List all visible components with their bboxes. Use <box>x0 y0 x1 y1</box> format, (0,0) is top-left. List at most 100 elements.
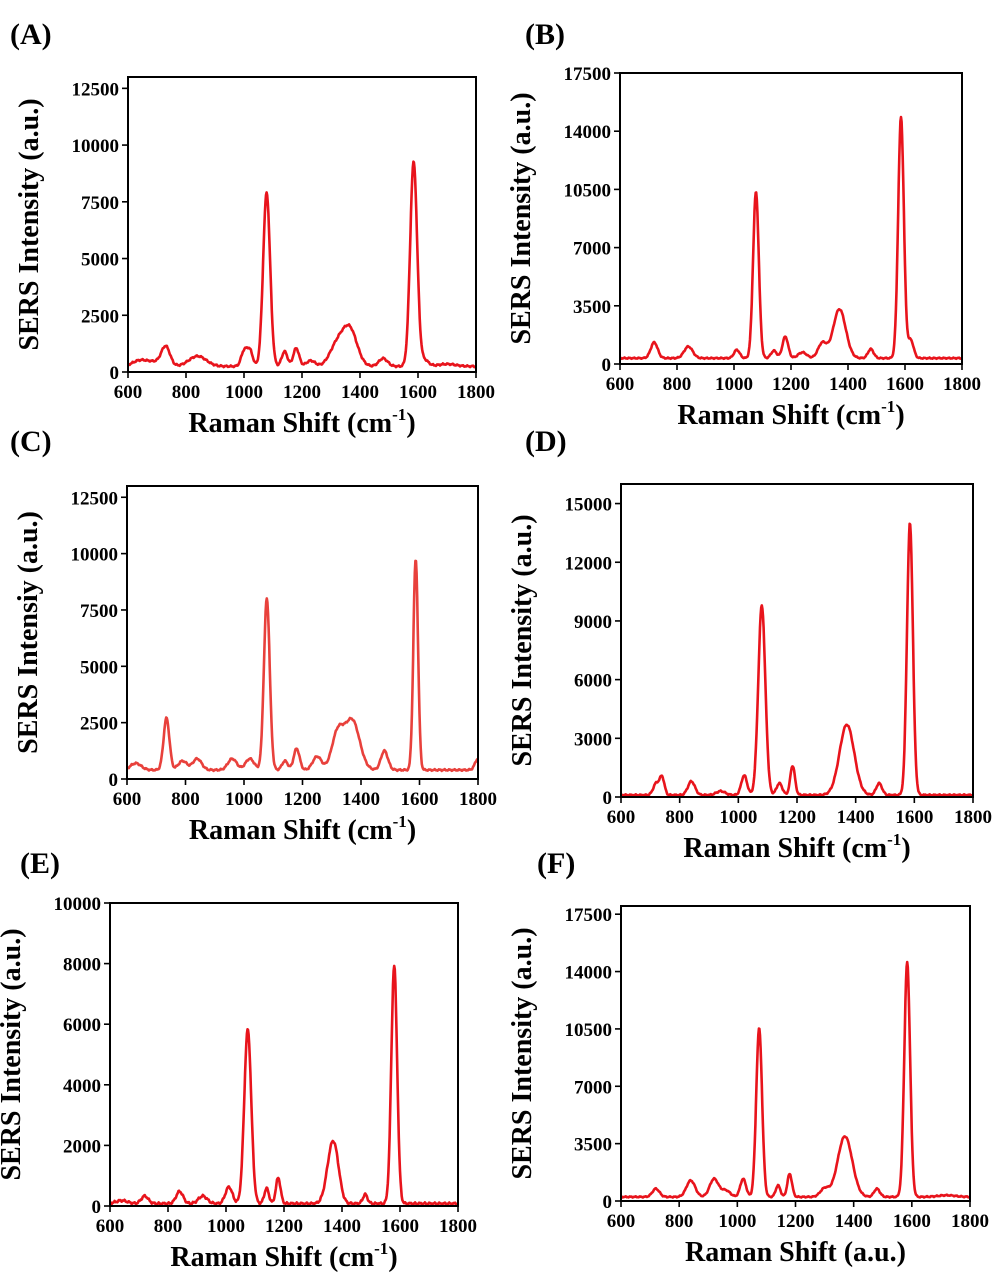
spectrum-line <box>127 160 477 369</box>
x-tick-label: 1400 <box>341 382 379 403</box>
chart-panel-3: (C) 600 800 1000 1200 1400 1600 1800 0 2500 5000 75… <box>10 425 497 846</box>
y-tick-label: 14000 <box>565 963 613 984</box>
plot-frame <box>619 72 963 365</box>
x-tick-label: 600 <box>114 382 143 403</box>
x-tick-label: 1200 <box>778 807 816 828</box>
x-tick-label: 600 <box>606 374 635 395</box>
x-axis-unit-superscript: -1 <box>881 397 895 416</box>
x-axis-unit: cm <box>845 400 881 431</box>
panel-label: (F) <box>537 847 575 880</box>
x-tick-label: 1800 <box>439 1216 477 1237</box>
panel-label: (E) <box>20 847 60 880</box>
x-tick-label: 1000 <box>225 789 263 810</box>
x-tick-label: 600 <box>113 789 142 810</box>
x-axis-title-paren-close: ) <box>901 833 910 864</box>
y-tick-label: 2500 <box>81 306 119 327</box>
panel-label: (A) <box>10 18 52 51</box>
spectrum-line <box>620 960 971 1199</box>
x-axis-title-text: Raman Shift (a.u.) <box>685 1237 906 1268</box>
x-tick-label: 1600 <box>399 382 437 403</box>
y-tick-label: 0 <box>92 1197 102 1218</box>
y-tick-label: 10500 <box>565 1020 613 1041</box>
x-axis-title-text: Raman Shift <box>188 408 340 439</box>
y-tick-label: 15000 <box>565 495 613 516</box>
x-tick-label: 1600 <box>381 1216 419 1237</box>
y-axis-title: SERS Intensiy (a.u.) <box>13 511 44 754</box>
y-tick-label: 8000 <box>63 955 101 976</box>
x-tick-label: 800 <box>171 789 200 810</box>
spectrum-line <box>620 522 974 798</box>
spectrum-line <box>619 115 963 361</box>
y-tick-label: 3500 <box>573 297 611 318</box>
y-tick-label: 6000 <box>63 1015 101 1036</box>
x-axis-title-paren: ( <box>340 408 356 439</box>
x-tick-label: 1200 <box>283 382 321 403</box>
plot-frame <box>620 905 971 1202</box>
x-tick-label: 1400 <box>829 374 867 395</box>
y-tick-label: 2500 <box>80 714 118 735</box>
x-tick-label: 1200 <box>777 1211 815 1232</box>
y-tick-label: 0 <box>602 355 612 376</box>
x-axis-unit-superscript: -1 <box>392 405 406 424</box>
y-tick-label: 12500 <box>72 79 120 100</box>
x-tick-label: 1400 <box>837 807 875 828</box>
x-tick-label: 1000 <box>718 1211 756 1232</box>
x-axis-title-text: Raman Shift <box>683 833 835 864</box>
x-axis-title-paren-close: ) <box>407 815 416 846</box>
x-axis-title-text: Raman Shift <box>170 1242 322 1273</box>
x-tick-label: 1000 <box>225 382 263 403</box>
x-tick-label: 1400 <box>342 789 380 810</box>
x-tick-label: 1400 <box>835 1211 873 1232</box>
x-tick-label: 800 <box>665 807 694 828</box>
x-tick-label: 1600 <box>886 374 924 395</box>
x-tick-label: 800 <box>172 382 201 403</box>
y-axis-title: SERS Intensity (a.u.) <box>507 514 538 766</box>
y-tick-label: 17500 <box>564 64 612 85</box>
y-tick-label: 17500 <box>565 905 613 926</box>
y-tick-label: 7500 <box>80 601 118 622</box>
plot-frame <box>620 483 974 798</box>
x-tick-label: 1000 <box>207 1216 245 1237</box>
chart-panel-2: (B) 600 800 1000 1200 1400 1600 1800 0 3500 7000 10… <box>506 18 981 431</box>
x-axis-title: Raman Shift (cm-1) <box>677 397 904 431</box>
x-axis-title-text: Raman Shift <box>189 815 341 846</box>
x-axis-title: Raman Shift (a.u.) <box>685 1237 906 1268</box>
x-tick-label: 800 <box>663 374 692 395</box>
y-tick-label: 3000 <box>574 729 612 750</box>
x-tick-label: 1600 <box>401 789 439 810</box>
y-axis-title: SERS Intensity (a.u.) <box>506 92 537 344</box>
x-axis-title: Raman Shift (cm-1) <box>189 812 416 846</box>
x-tick-label: 1200 <box>265 1216 303 1237</box>
x-tick-label: 1800 <box>459 789 497 810</box>
y-tick-label: 10000 <box>72 136 120 157</box>
x-tick-label: 1000 <box>715 374 753 395</box>
y-tick-label: 10000 <box>71 545 119 566</box>
x-tick-label: 1800 <box>457 382 495 403</box>
x-axis-unit: cm <box>851 833 887 864</box>
x-axis-title-paren-close: ) <box>406 408 415 439</box>
x-tick-label: 1000 <box>719 807 757 828</box>
x-axis-title-paren: ( <box>829 400 845 431</box>
x-axis-title-text: Raman Shift <box>677 400 829 431</box>
y-tick-label: 7500 <box>81 193 119 214</box>
y-tick-label: 12500 <box>71 488 119 509</box>
y-tick-label: 14000 <box>564 122 612 143</box>
x-axis-title-paren: ( <box>322 1242 338 1273</box>
spectrum-line <box>126 559 479 773</box>
y-tick-label: 3500 <box>574 1135 612 1156</box>
x-axis-title-paren: ( <box>341 815 357 846</box>
x-axis-unit-superscript: -1 <box>393 812 407 831</box>
y-tick-label: 10000 <box>54 894 102 915</box>
x-tick-label: 1600 <box>893 1211 931 1232</box>
y-axis-title: SERS Intensity (a.u.) <box>0 928 27 1180</box>
y-tick-label: 7000 <box>573 239 611 260</box>
x-tick-label: 1800 <box>943 374 981 395</box>
x-tick-label: 600 <box>607 807 636 828</box>
x-axis-unit: cm <box>356 408 392 439</box>
y-tick-label: 7000 <box>574 1077 612 1098</box>
y-tick-label: 0 <box>110 363 120 384</box>
y-tick-label: 0 <box>603 788 613 809</box>
plot-frame <box>126 485 479 780</box>
x-axis-title: Raman Shift (cm-1) <box>170 1239 397 1273</box>
